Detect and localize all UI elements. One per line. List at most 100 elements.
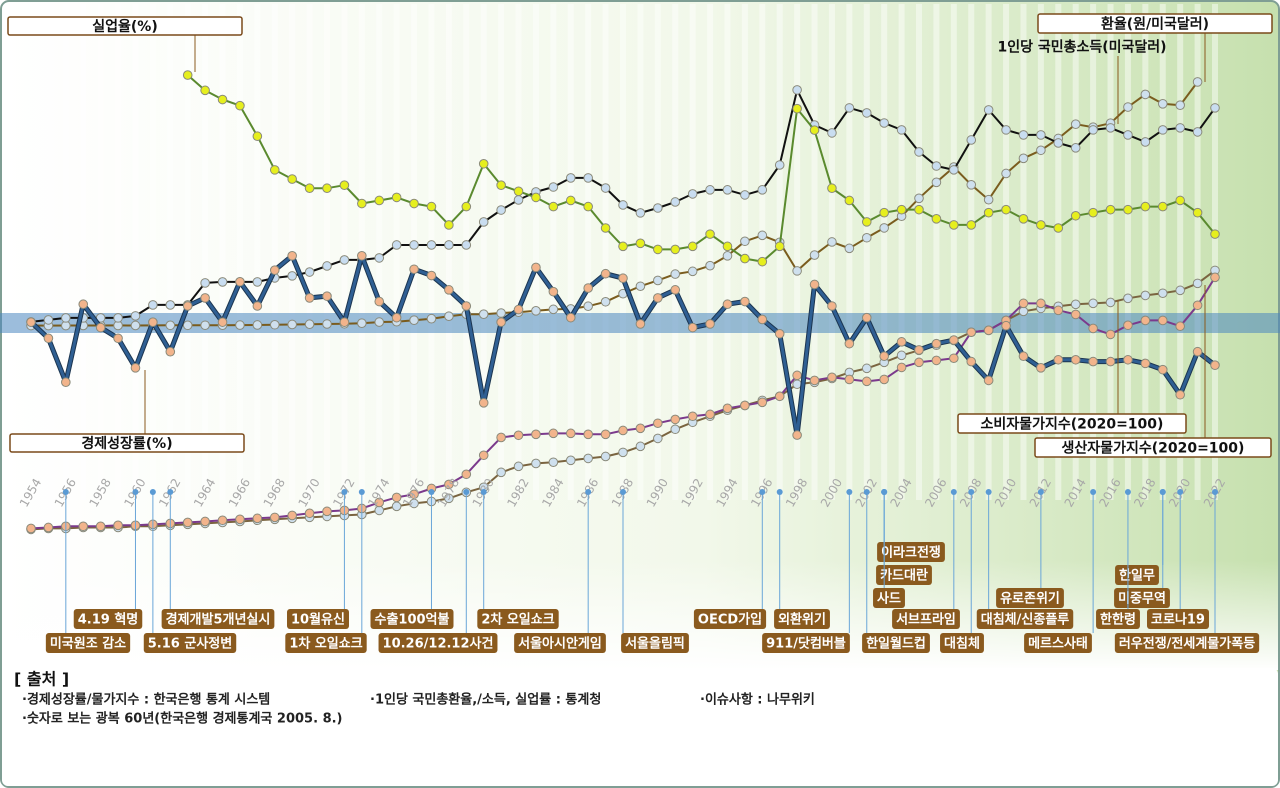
event-label: 한한령 [1100, 612, 1136, 628]
series-point [1192, 346, 1203, 357]
series-label-box [957, 413, 1187, 434]
series-point [774, 328, 785, 339]
series-point [653, 244, 663, 255]
series-point [200, 516, 210, 527]
series-point [513, 461, 524, 472]
series-point [635, 238, 646, 249]
series-point [531, 262, 541, 273]
series-point [966, 135, 977, 145]
series-point [461, 469, 472, 480]
series-point [1001, 125, 1011, 135]
series-point [478, 450, 489, 461]
event-dot [463, 489, 470, 495]
series-point [43, 315, 54, 325]
series-point [1157, 201, 1168, 212]
series-point [1210, 360, 1220, 370]
series-point [1018, 214, 1029, 224]
series-point [1088, 356, 1098, 367]
series-point [409, 489, 419, 500]
series-point [774, 241, 785, 252]
series-point [583, 429, 593, 440]
series-point [966, 327, 977, 338]
series-point [827, 237, 837, 247]
event-label: 카드대란 [880, 569, 928, 584]
event-box [876, 565, 932, 585]
series-point [1105, 329, 1116, 340]
series-point [583, 201, 593, 212]
series-point [809, 125, 820, 135]
series-point [635, 208, 646, 218]
series-point [931, 177, 942, 188]
series-point [1123, 320, 1133, 331]
series-point [322, 261, 332, 271]
series-point [1175, 321, 1185, 332]
series-point [130, 363, 141, 373]
series-point [357, 318, 367, 328]
series-point [931, 355, 942, 366]
series-label: 1인당 국민총소득(미국달러) [997, 39, 1166, 56]
source-text: ·숫자로 보는 광복 60년(한국은행 경제통계국 2005. 8.) [22, 711, 343, 727]
series-point [322, 291, 332, 301]
series-point [235, 514, 245, 525]
series-point [496, 317, 506, 327]
series-point [478, 158, 489, 169]
series-point [896, 350, 907, 361]
series-point [844, 374, 855, 385]
series-point [269, 319, 280, 330]
series-point [931, 214, 942, 224]
series-point [740, 253, 750, 264]
series-point [461, 240, 472, 250]
event-dot [620, 489, 626, 495]
series-point [600, 296, 611, 307]
series-point [513, 186, 524, 197]
series-point [896, 362, 907, 373]
series-point [949, 353, 959, 364]
series-point [653, 203, 663, 213]
series-point [809, 375, 820, 386]
series-point [252, 131, 263, 142]
series-point [444, 220, 454, 230]
event-label: 이라크전쟁 [881, 545, 941, 561]
series-point [1070, 143, 1081, 153]
event-box [477, 609, 559, 629]
series-point [861, 108, 872, 118]
series-point [252, 320, 263, 330]
event-label: 10월유신 [291, 612, 345, 628]
series-point [861, 217, 872, 227]
series-point [861, 363, 872, 374]
series-point [496, 205, 506, 215]
series-point [1192, 278, 1203, 289]
event-label: 1차 오일쇼크 [289, 636, 362, 652]
series-point [113, 313, 123, 323]
event-label: 5.16 군사정변 [148, 636, 232, 652]
series-point [339, 255, 350, 265]
series-point [1157, 315, 1168, 326]
event-box [514, 633, 606, 653]
series-point [496, 180, 506, 190]
series-point [1192, 207, 1203, 218]
series-point [687, 411, 698, 422]
series-point [165, 320, 176, 331]
series-point [983, 325, 994, 336]
series-point [1175, 123, 1185, 133]
series-point [774, 391, 785, 402]
series-point [600, 451, 611, 462]
series-point [252, 301, 263, 311]
series-point [409, 315, 419, 325]
series-point [600, 268, 611, 279]
series-point [618, 273, 628, 284]
series-point [304, 293, 315, 303]
series-point [287, 510, 297, 521]
series-point [182, 517, 193, 528]
series-point [304, 267, 315, 277]
series-point [1140, 89, 1151, 100]
series-point [827, 183, 837, 194]
series-point [1157, 364, 1168, 375]
series-point [722, 241, 733, 252]
series-point [1018, 130, 1029, 140]
event-dot [1212, 489, 1218, 495]
series-point [1192, 77, 1203, 87]
series-point [357, 198, 367, 209]
series-point [740, 296, 750, 307]
series-point [339, 317, 350, 327]
